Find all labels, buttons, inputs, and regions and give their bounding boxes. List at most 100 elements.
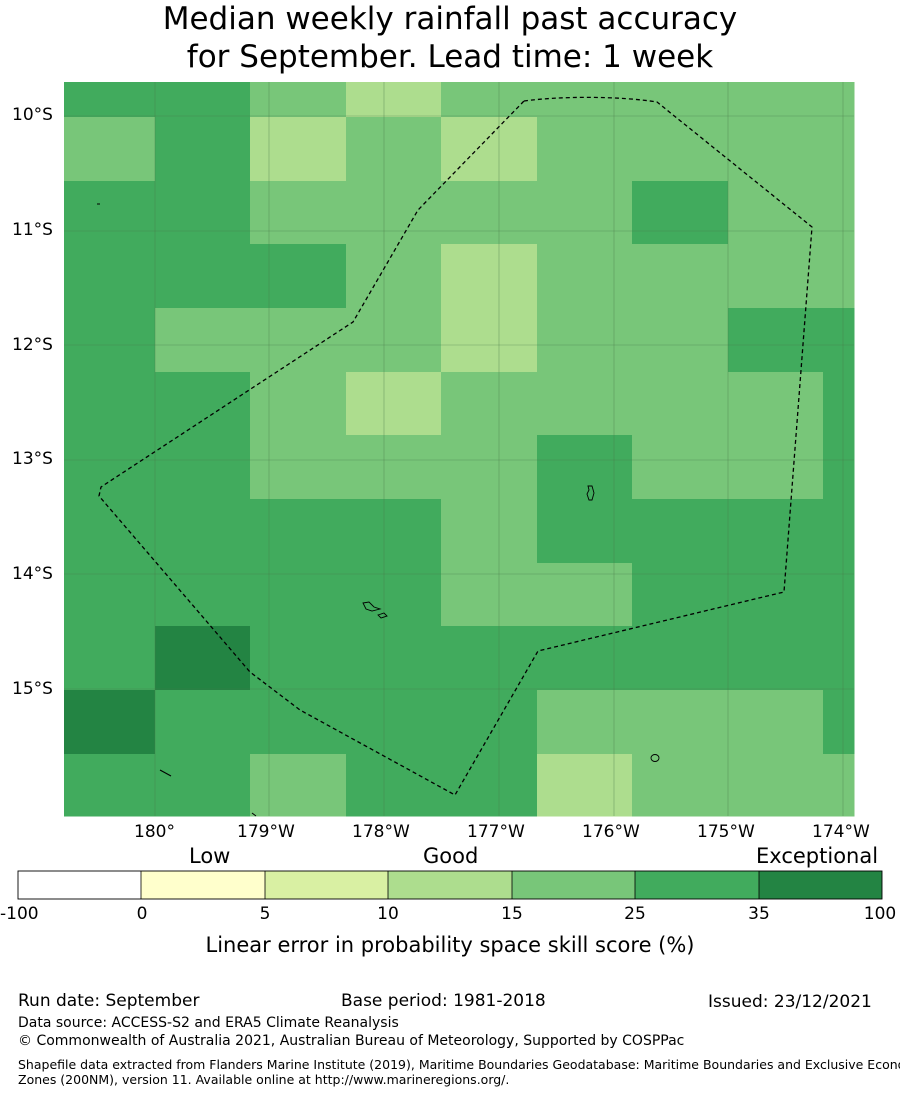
skill-cell: [537, 563, 633, 627]
island-outline: [650, 754, 660, 762]
skill-cell: [537, 754, 633, 817]
skill-cell: [346, 563, 442, 627]
eez-boundary: [98, 96, 813, 796]
skill-cell: [250, 181, 347, 245]
legend-category-good: Good: [423, 844, 479, 868]
skill-cell: [823, 117, 855, 182]
skill-cell: [155, 117, 251, 182]
skill-cell: [346, 626, 442, 691]
legend-tick-100: 100: [863, 904, 897, 924]
skill-cell: [823, 181, 855, 245]
legend-tick-15: 15: [501, 904, 523, 924]
lat-label-11s: 11°S: [12, 220, 53, 240]
lon-label-179w: 179°W: [237, 822, 295, 842]
island-outline: [362, 601, 382, 612]
legend-swatch: [512, 871, 635, 899]
skill-cell: [632, 690, 729, 755]
data-source: Data source: ACCESS-S2 and ERA5 Climate …: [18, 1015, 399, 1031]
skill-cell: [728, 82, 824, 118]
skill-cell: [64, 435, 156, 500]
skill-cell: [823, 435, 855, 500]
legend-tick-35: 35: [748, 904, 770, 924]
skill-map: [17, 82, 883, 900]
lon-label-178w: 178°W: [352, 822, 410, 842]
skill-cell: [728, 563, 824, 627]
legend-tick-5: 5: [259, 904, 271, 924]
skill-cell: [250, 499, 347, 564]
skill-cell: [155, 372, 251, 436]
island-outline: [251, 812, 257, 817]
island-outline: [159, 769, 172, 777]
skill-cell: [155, 754, 251, 817]
title-line-2: for September. Lead time: 1 week: [186, 39, 714, 75]
skill-cell: [441, 754, 538, 817]
shapefile-note-line-2: Zones (200NM), version 11. Available onl…: [18, 1072, 510, 1087]
skill-cell: [441, 308, 538, 373]
skill-cell: [250, 82, 347, 118]
skill-cell: [728, 626, 824, 691]
lon-label-177w: 177°W: [467, 822, 525, 842]
island-outline: [377, 612, 388, 619]
skill-cell: [250, 690, 347, 755]
skill-cell: [155, 690, 251, 755]
skill-cell: [346, 690, 442, 755]
legend-swatch: [759, 871, 882, 899]
skill-cell: [823, 690, 855, 755]
skill-cell: [537, 372, 633, 436]
skill-cell: [823, 82, 855, 118]
skill-cell: [346, 308, 442, 373]
legend-swatch: [265, 871, 388, 899]
skill-cell: [441, 435, 538, 500]
skill-cell: [537, 308, 633, 373]
skill-cell: [823, 626, 855, 691]
skill-cell: [250, 244, 347, 309]
legend-tick-neg100: -100: [0, 904, 39, 924]
skill-cell: [250, 563, 347, 627]
skill-cell: [823, 754, 855, 817]
skill-cell: [64, 690, 156, 755]
skill-cell: [728, 690, 824, 755]
skill-cell: [346, 435, 442, 500]
legend-caption: Linear error in probability space skill …: [205, 933, 695, 957]
lat-label-14s: 14°S: [12, 564, 53, 584]
skill-cell: [823, 308, 855, 373]
skill-cell: [155, 563, 251, 627]
skill-cell: [632, 372, 729, 436]
skill-cell: [250, 308, 347, 373]
skill-cell: [155, 82, 251, 118]
skill-cell: [632, 563, 729, 627]
skill-cell: [823, 372, 855, 436]
skill-cell: [632, 82, 729, 118]
skill-cell: [64, 117, 156, 182]
copyright: © Commonwealth of Australia 2021, Austra…: [18, 1033, 685, 1049]
skill-cell: [250, 754, 347, 817]
skill-cell: [537, 435, 633, 500]
issued-date: Issued: 23/12/2021: [708, 992, 872, 1012]
skill-cell: [537, 690, 633, 755]
legend-tick-0: 0: [136, 904, 148, 924]
skill-cell: [250, 372, 347, 436]
skill-cell: [728, 308, 824, 373]
skill-cell: [64, 563, 156, 627]
skill-cell: [632, 626, 729, 691]
skill-cell: [64, 244, 156, 309]
skill-cell: [537, 244, 633, 309]
title-line-1: Median weekly rainfall past accuracy: [162, 1, 738, 37]
skill-cell: [155, 626, 251, 691]
skill-cell: [728, 499, 824, 564]
skill-cell: [537, 499, 633, 564]
skill-cell: [632, 117, 729, 182]
skill-cell: [728, 435, 824, 500]
skill-cell: [537, 82, 633, 118]
skill-cell: [64, 82, 156, 118]
legend-swatch: [141, 871, 265, 899]
run-date: Run date: September: [18, 991, 200, 1011]
skill-cell: [632, 499, 729, 564]
lat-label-15s: 15°S: [12, 679, 53, 699]
skill-cell: [441, 82, 538, 118]
legend-frame: [17, 870, 883, 900]
skill-cell: [441, 563, 538, 627]
base-period: Base period: 1981-2018: [341, 991, 546, 1011]
map-title: Median weekly rainfall past accuracy for…: [0, 0, 900, 76]
skill-cell: [537, 181, 633, 245]
